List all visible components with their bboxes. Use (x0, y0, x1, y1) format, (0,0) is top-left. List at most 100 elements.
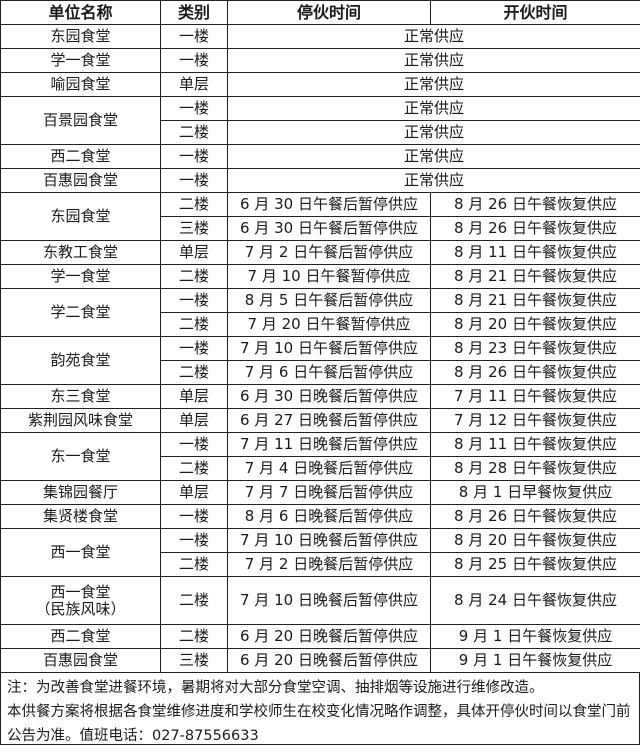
floor-category: 二楼 (160, 624, 228, 649)
canteen-name-text: 东一食堂 (50, 447, 111, 465)
floor-category: 一楼 (160, 96, 228, 121)
floor-category: 二楼 (160, 576, 228, 625)
floor-category: 二楼 (160, 264, 228, 289)
table-row: 二楼 7 月 4 日晚餐后暂停供应 8 月 28 日午餐恢复供应 (1, 456, 640, 481)
stop-time: 7 月 10 日午餐后暂停供应 (227, 336, 431, 361)
open-time: 7 月 11 日午餐恢复供应 (430, 384, 640, 409)
open-time: 8 月 21 日午餐恢复供应 (430, 288, 640, 313)
floor-category: 二楼 (160, 552, 228, 577)
open-time: 8 月 11 日午餐恢复供应 (430, 432, 640, 457)
table-row: 三楼 6 月 30 日午餐后暂停供应 8 月 26 日午餐恢复供应 (1, 216, 640, 241)
table-row: 二楼 7 月 20 日午餐暂停供应 8 月 20 日午餐恢复供应 (1, 312, 640, 337)
header-unit-name: 单位名称 (0, 0, 161, 25)
canteen-name: 西一食堂 （民族风味） (0, 576, 161, 625)
canteen-name-text: 学二食堂 (50, 303, 111, 321)
stop-time: 6 月 30 日午餐后暂停供应 (227, 192, 431, 217)
normal-supply-status: 正常供应 (227, 168, 640, 193)
table-row: 东一食堂 一楼 7 月 11 日晚餐后暂停供应 8 月 11 日午餐恢复供应 (0, 432, 640, 481)
floor-category: 二楼 (160, 120, 228, 145)
canteen-name-text: 韵苑食堂 (50, 351, 111, 369)
stop-time: 7 月 20 日午餐暂停供应 (227, 312, 431, 337)
floor-category: 一楼 (160, 168, 228, 193)
canteen-name: 学二食堂 (0, 288, 161, 337)
floor-category: 单层 (160, 480, 228, 505)
table-body: 东园食堂 一楼 正常供应 学一食堂 一楼 正常供应 喻园食堂 单层 正常供应 百景园食堂 一楼 正常供… (0, 24, 640, 673)
floor-category: 二楼 (160, 312, 228, 337)
open-time: 7 月 12 日午餐恢复供应 (430, 408, 640, 433)
header-stop-time: 停伙时间 (227, 0, 431, 25)
stop-time: 6 月 27 日晚餐后暂停供应 (227, 408, 431, 433)
open-time: 8 月 28 日午餐恢复供应 (430, 456, 640, 481)
normal-supply-status: 正常供应 (227, 96, 640, 121)
canteen-name-text: 东三食堂 (50, 387, 111, 405)
canteen-name: 东教工食堂 (0, 240, 161, 265)
open-time: 8 月 1 日早餐恢复供应 (430, 480, 640, 505)
open-time: 8 月 26 日午餐恢复供应 (430, 360, 640, 385)
floor-category: 三楼 (160, 216, 228, 241)
canteen-name-text: 东教工食堂 (42, 243, 118, 261)
normal-supply-status: 正常供应 (227, 48, 640, 73)
table-row: 学一食堂 一楼 正常供应 (0, 48, 640, 73)
open-time: 8 月 20 日午餐恢复供应 (430, 312, 640, 337)
canteen-name-text: 学一食堂 (50, 51, 111, 69)
canteen-name-text: 百惠园食堂 (42, 171, 118, 189)
canteen-name: 西一食堂 (0, 528, 161, 577)
canteen-name: 百景园食堂 (0, 96, 161, 145)
canteen-name-text: 西一食堂 (50, 543, 111, 561)
floor-category: 一楼 (160, 24, 228, 49)
canteen-name-text: 紫荆园风味食堂 (27, 411, 133, 429)
table-row: 东教工食堂 单层 7 月 2 日午餐后暂停供应 8 月 11 日午餐恢复供应 (0, 240, 640, 265)
stop-time: 7 月 11 日晚餐后暂停供应 (227, 432, 431, 457)
stop-time: 7 月 10 日晚餐后暂停供应 (227, 576, 431, 625)
stop-time: 6 月 30 日午餐后暂停供应 (227, 216, 431, 241)
open-time: 8 月 25 日午餐恢复供应 (430, 552, 640, 577)
table-row: 集锦园餐厅 单层 7 月 7 日晚餐后暂停供应 8 月 1 日早餐恢复供应 (0, 480, 640, 505)
floor-category: 一楼 (160, 144, 228, 169)
canteen-name: 百惠园食堂 (0, 648, 161, 673)
stop-time: 8 月 5 日午餐后暂停供应 (227, 288, 431, 313)
stop-time: 7 月 7 日晚餐后暂停供应 (227, 480, 431, 505)
canteen-name: 喻园食堂 (0, 72, 161, 97)
canteen-name-text: 东园食堂 (50, 27, 111, 45)
canteen-name-text: 百景园食堂 (42, 111, 118, 129)
floor-category: 一楼 (160, 504, 228, 529)
floor-category: 二楼 (160, 192, 228, 217)
table-row: 紫荆园风味食堂 单层 6 月 27 日晚餐后暂停供应 7 月 12 日午餐恢复供应 (0, 408, 640, 433)
canteen-name-text: 西一食堂 (50, 582, 111, 601)
open-time: 8 月 24 日午餐恢复供应 (430, 576, 640, 625)
canteen-name: 东三食堂 (0, 384, 161, 409)
note-line-1: 注：为改善食堂进餐环境，暑期将对大部分食堂空调、抽排烟等设施进行维修改造。 (7, 680, 544, 696)
open-time: 9 月 1 日午餐恢复供应 (430, 624, 640, 649)
normal-supply-status: 正常供应 (227, 144, 640, 169)
open-time: 8 月 20 日午餐恢复供应 (430, 528, 640, 553)
table-row: 百惠园食堂 三楼 6 月 20 日晚餐后暂停供应 9 月 1 日午餐恢复供应 (0, 648, 640, 673)
table-row: 学二食堂 一楼 8 月 5 日午餐后暂停供应 8 月 21 日午餐恢复供应 (0, 288, 640, 337)
canteen-name: 东园食堂 (0, 192, 161, 241)
open-time: 8 月 23 日午餐恢复供应 (430, 336, 640, 361)
canteen-name-text: 集锦园餐厅 (42, 483, 118, 501)
floor-category: 一楼 (160, 288, 228, 313)
open-time: 8 月 21 日午餐恢复供应 (430, 264, 640, 289)
table-row: 西二食堂 二楼 6 月 20 日晚餐后暂停供应 9 月 1 日午餐恢复供应 (0, 624, 640, 649)
canteen-name: 集锦园餐厅 (0, 480, 161, 505)
open-time: 8 月 26 日午餐恢复供应 (430, 192, 640, 217)
canteen-name-text: 学一食堂 (50, 267, 111, 285)
floor-category: 单层 (160, 72, 228, 97)
normal-supply-status: 正常供应 (227, 120, 640, 145)
canteen-name-text: 集贤楼食堂 (42, 507, 118, 525)
table-row: 二楼 正常供应 (1, 120, 640, 145)
table-row: 东三食堂 单层 6 月 30 日晚餐后暂停供应 7 月 11 日午餐恢复供应 (0, 384, 640, 409)
header-open-time: 开伙时间 (430, 0, 640, 25)
table-row: 二楼 7 月 2 日晚餐后暂停供应 8 月 25 日午餐恢复供应 (1, 552, 640, 577)
open-time: 8 月 26 日午餐恢复供应 (430, 216, 640, 241)
stop-time: 7 月 10 日晚餐后暂停供应 (227, 528, 431, 553)
table-row: 西一食堂 （民族风味） 二楼 7 月 10 日晚餐后暂停供应 8 月 24 日午餐恢复供… (0, 576, 640, 625)
table-row: 东园食堂 二楼 6 月 30 日午餐后暂停供应 8 月 26 日午餐恢复供应 (0, 192, 640, 241)
footnote: 注：为改善食堂进餐环境，暑期将对大部分食堂空调、抽排烟等设施进行维修改造。 本供… (0, 673, 640, 745)
floor-category: 一楼 (160, 432, 228, 457)
stop-time: 7 月 2 日午餐后暂停供应 (227, 240, 431, 265)
stop-time: 6 月 30 日晚餐后暂停供应 (227, 384, 431, 409)
table-row: 西二食堂 一楼 正常供应 (0, 144, 640, 169)
canteen-schedule-table: 单位名称 类别 停伙时间 开伙时间 东园食堂 一楼 正常供应 学一食堂 一楼 正常供应 喻园… (0, 0, 640, 673)
floor-category: 单层 (160, 240, 228, 265)
